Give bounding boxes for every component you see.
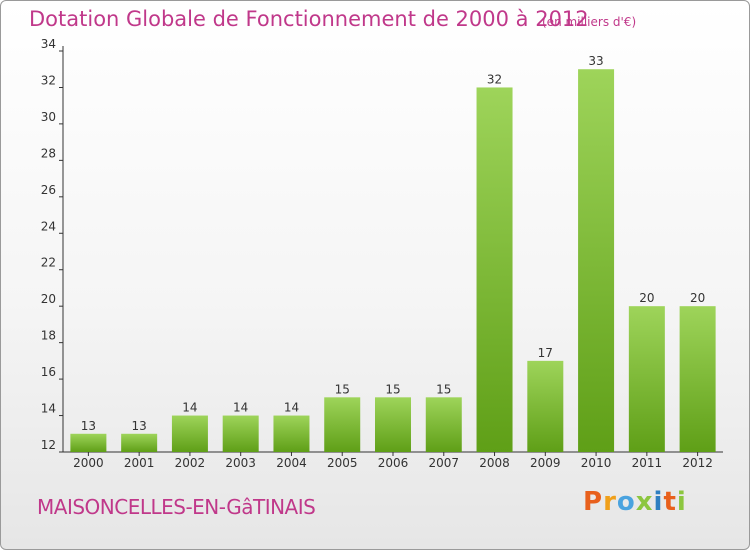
commune-name: MAISONCELLES-EN-GâTINAIS	[37, 495, 316, 519]
bar	[679, 306, 716, 452]
data-label: 32	[487, 72, 502, 86]
y-tick-label: 28	[41, 146, 56, 160]
y-tick-label: 32	[41, 73, 56, 87]
data-label: 15	[335, 382, 350, 396]
unit-note: (en milliers d'€)	[542, 15, 637, 29]
logo-letter: P	[583, 487, 604, 517]
data-label: 17	[538, 346, 553, 360]
x-tick-label: 2006	[378, 456, 409, 470]
x-tick-label: 2001	[124, 456, 155, 470]
y-tick-label: 24	[41, 219, 56, 233]
logo-letter: t	[663, 487, 677, 517]
y-tick-label: 26	[41, 183, 56, 197]
y-tick-label: 20	[41, 292, 56, 306]
x-tick-label: 2005	[327, 456, 358, 470]
bar	[375, 397, 411, 452]
data-label: 13	[132, 419, 147, 433]
bar	[70, 433, 107, 452]
bar	[273, 415, 310, 452]
data-label: 14	[284, 401, 299, 415]
proxiti-logo[interactable]: Proxiti	[583, 487, 687, 517]
y-tick-label: 22	[41, 256, 56, 270]
data-label: 14	[233, 401, 248, 415]
data-label: 13	[81, 419, 96, 433]
y-tick-label: 18	[41, 329, 56, 343]
bar	[628, 306, 665, 452]
x-tick-label: 2010	[581, 456, 612, 470]
data-label: 20	[690, 291, 705, 305]
x-tick-label: 2011	[632, 456, 663, 470]
x-tick-label: 2009	[530, 456, 561, 470]
bar	[171, 415, 208, 452]
y-tick-label: 14	[41, 402, 56, 416]
logo-letter: i	[653, 487, 664, 517]
chart-title: Dotation Globale de Fonctionnement de 20…	[29, 7, 589, 31]
x-tick-label: 2003	[225, 456, 256, 470]
bar	[324, 397, 361, 452]
x-tick-label: 2000	[73, 456, 104, 470]
data-label: 15	[436, 382, 451, 396]
data-label: 15	[385, 382, 400, 396]
x-tick-label: 2007	[428, 456, 459, 470]
y-tick-label: 16	[41, 365, 56, 379]
bar	[222, 415, 259, 452]
x-tick-label: 2004	[276, 456, 307, 470]
data-label: 20	[639, 291, 654, 305]
x-tick-label: 2008	[479, 456, 510, 470]
x-tick-label: 2002	[175, 456, 206, 470]
logo-letter: i	[676, 487, 687, 517]
y-tick-label: 30	[41, 110, 56, 124]
bar	[578, 69, 615, 453]
logo-letter: r	[603, 487, 617, 517]
bar	[425, 397, 462, 452]
bar	[121, 433, 158, 452]
bar	[476, 87, 513, 453]
y-tick-label: 12	[41, 438, 56, 452]
data-label: 14	[182, 401, 197, 415]
logo-letter: x	[635, 487, 654, 517]
bar	[527, 360, 564, 452]
data-label: 33	[588, 54, 603, 68]
x-tick-label: 2012	[682, 456, 713, 470]
logo-letter: o	[616, 487, 636, 517]
y-tick-label: 34	[41, 37, 56, 51]
